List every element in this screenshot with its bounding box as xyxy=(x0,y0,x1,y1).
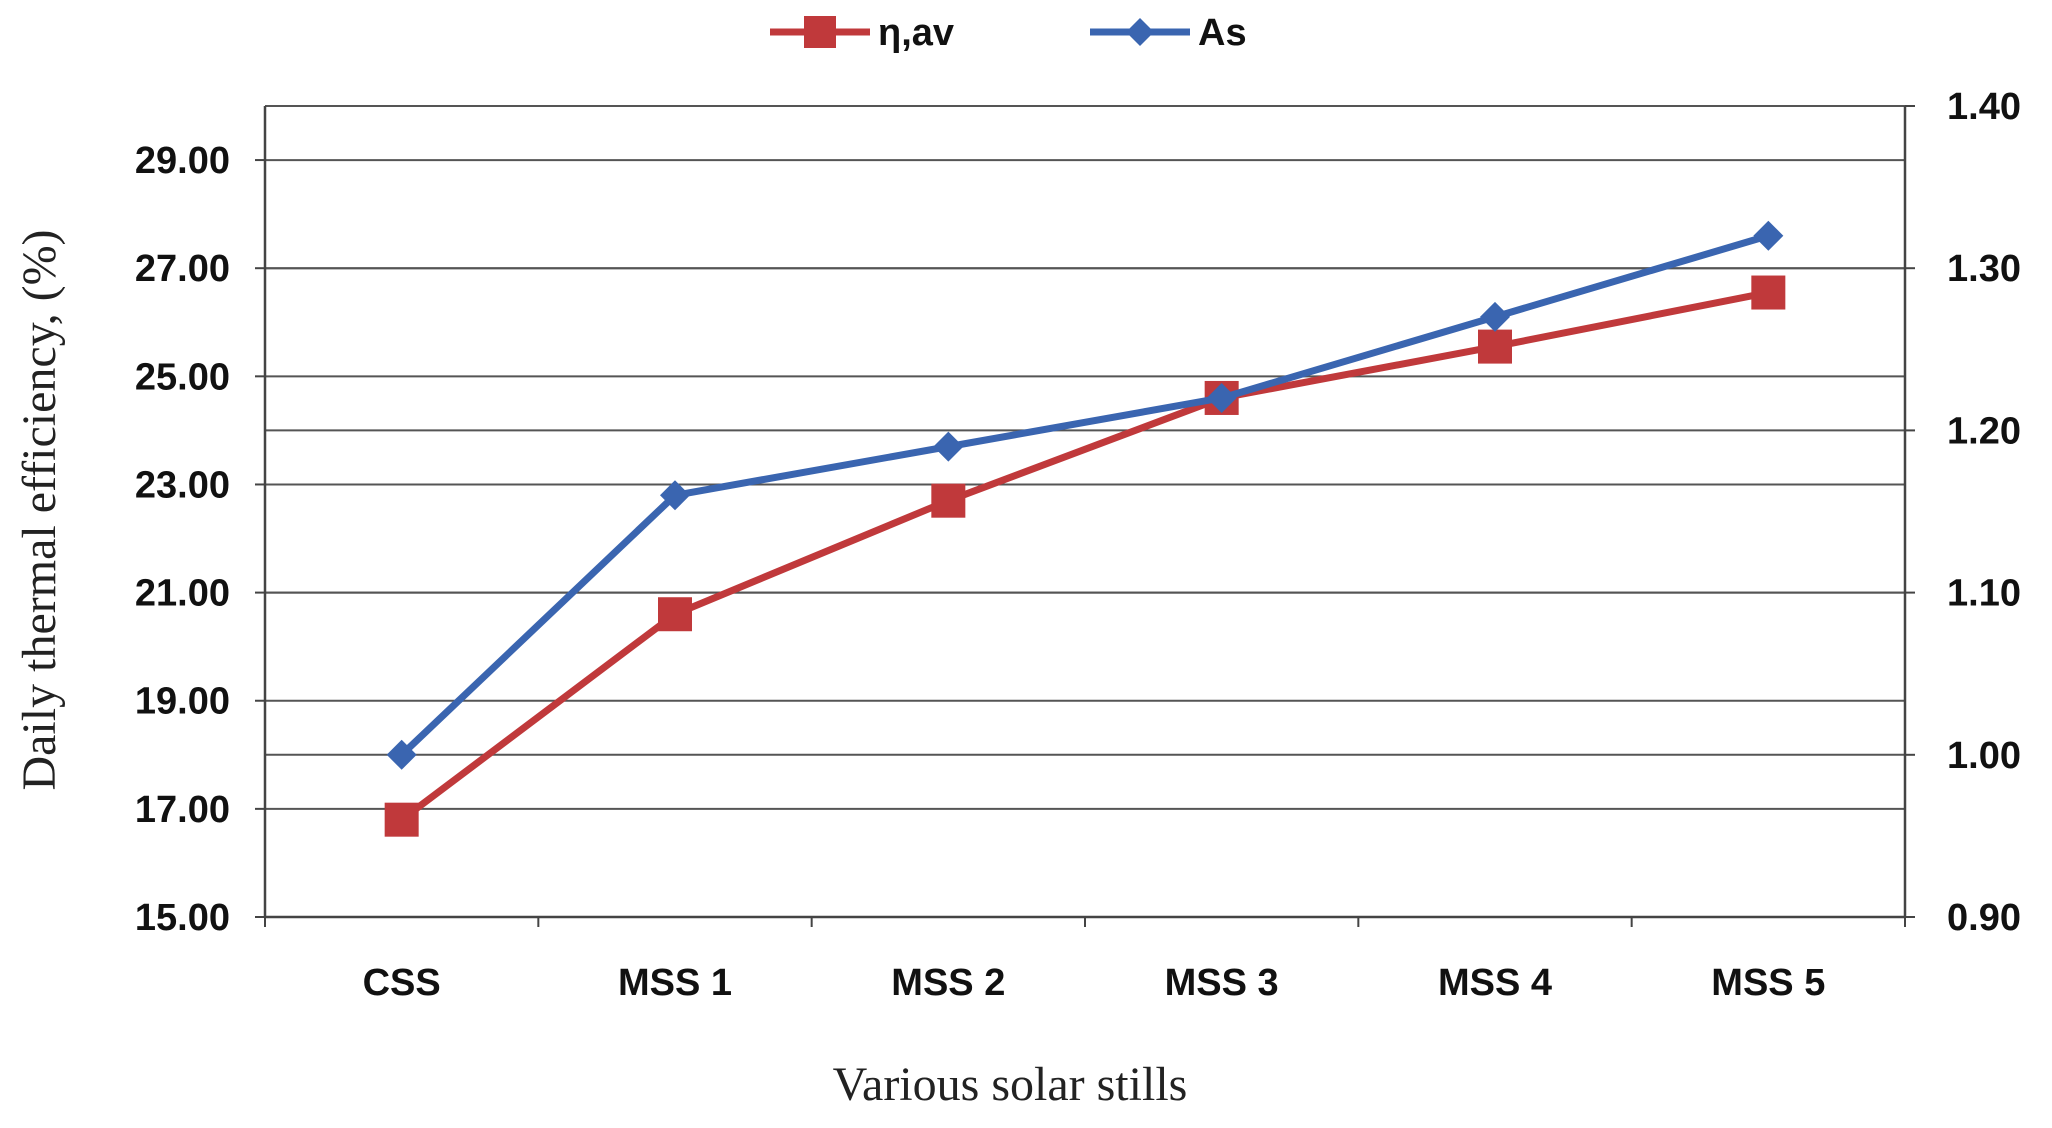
y-axis-title: Daily thermal efficiency, (%) xyxy=(13,229,66,790)
x-tick-label: MSS 3 xyxy=(1165,962,1279,1004)
series-line-1 xyxy=(399,289,1770,823)
series xyxy=(384,220,1786,837)
series-1-point xyxy=(931,483,966,518)
x-tick-label: MSS 5 xyxy=(1711,962,1825,1004)
series-1-point xyxy=(1478,329,1512,364)
x-tick-label: MSS 1 xyxy=(618,962,732,1004)
gridlines xyxy=(265,105,1905,918)
left-tick-label: 27.00 xyxy=(135,248,230,290)
right-tick-label: 0.90 xyxy=(1947,897,2021,939)
series-1-point xyxy=(384,802,419,837)
series-1-point xyxy=(1751,275,1786,310)
left-tick-label: 15.00 xyxy=(135,897,230,939)
right-tick-label: 1.00 xyxy=(1947,735,2021,777)
left-tick-label: 29.00 xyxy=(135,140,230,182)
x-tick-label: MSS 4 xyxy=(1438,962,1552,1004)
legend-label-1: η,av xyxy=(878,12,954,54)
x-axis-title: Various solar stills xyxy=(833,1058,1188,1111)
axes: 15.00 17.00 19.00 21.00 23.00 25.00 27.00 29.00… xyxy=(135,86,2021,1004)
series-1-point xyxy=(658,597,692,632)
right-tick-label: 1.30 xyxy=(1947,248,2021,290)
x-tick-label: MSS 2 xyxy=(891,962,1005,1004)
left-tick-label: 25.00 xyxy=(135,356,230,398)
left-tick-label: 19.00 xyxy=(135,681,230,723)
series-2-point xyxy=(933,431,964,462)
x-tick-label: CSS xyxy=(363,962,441,1004)
right-tick-label: 1.20 xyxy=(1947,410,2021,452)
series-line-2 xyxy=(399,232,1770,758)
legend-marker-1 xyxy=(804,16,836,48)
series-2-point xyxy=(1480,301,1510,332)
left-tick-label: 21.00 xyxy=(135,573,230,615)
left-tick-label: 23.00 xyxy=(135,464,230,506)
legend: η,av As xyxy=(770,12,1247,54)
series-2-point xyxy=(660,480,690,511)
series-2-point xyxy=(1206,382,1237,413)
legend-marker-2 xyxy=(1126,18,1154,46)
right-tick-label: 1.10 xyxy=(1947,573,2021,615)
series-2-point xyxy=(386,739,417,770)
right-tick-label: 1.40 xyxy=(1947,86,2021,128)
legend-label-2: As xyxy=(1198,12,1247,54)
series-2-point xyxy=(1753,220,1784,251)
left-tick-label: 17.00 xyxy=(135,789,230,831)
